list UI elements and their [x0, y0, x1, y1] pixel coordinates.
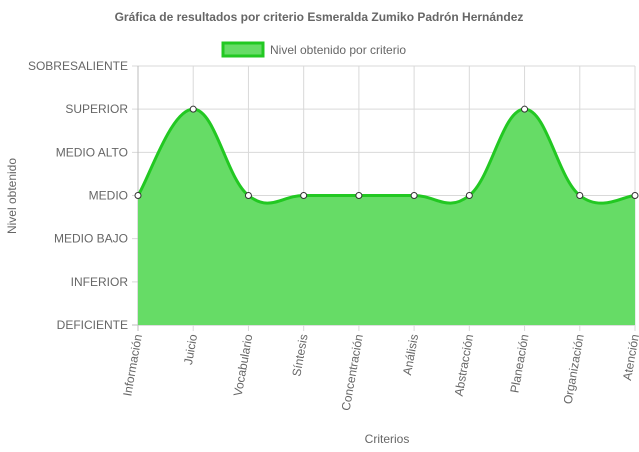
legend-label[interactable]: Nivel obtenido por criterio — [270, 43, 406, 57]
y-tick-label: SUPERIOR — [65, 102, 128, 116]
x-axis-title: Criterios — [365, 432, 410, 446]
y-axis-title: Nivel obtenido — [5, 158, 19, 234]
data-point-9[interactable] — [576, 192, 584, 199]
data-points — [134, 105, 639, 199]
x-tick-label: Concentración — [339, 333, 366, 412]
x-tick-label: Organización — [561, 333, 587, 405]
series-area-fill — [138, 109, 635, 326]
x-tick-label: Juicio — [181, 333, 200, 366]
y-axis-ticks: DEFICIENTE INFERIOR MEDIO BAJO MEDIO MEDIO A… — [28, 59, 128, 332]
data-point-3[interactable] — [244, 192, 252, 199]
x-tick-label: Vocabulario — [231, 333, 256, 398]
legend-swatch[interactable] — [221, 41, 265, 58]
x-tick-label: Síntesis — [289, 333, 310, 377]
data-point-2[interactable] — [189, 105, 197, 113]
legend[interactable]: Nivel obtenido por criterio — [221, 41, 406, 58]
y-tick-label: MEDIO ALTO — [56, 145, 128, 159]
series-area — [136, 107, 636, 326]
y-tick-label: DEFICIENTE — [57, 318, 128, 332]
data-point-4[interactable] — [300, 192, 308, 199]
data-point-7[interactable] — [465, 192, 473, 199]
x-tick-label: Atención — [620, 333, 639, 381]
x-tick-label: Planeación — [507, 333, 531, 394]
data-point-8[interactable] — [521, 105, 529, 113]
x-tick-label: Abstracción — [452, 333, 477, 397]
x-tick-label: Análisis — [400, 333, 421, 376]
data-point-1[interactable] — [134, 192, 142, 199]
chart-title: Gráfica de resultados por criterio Esmer… — [115, 10, 524, 24]
y-tick-label: SOBRESALIENTE — [28, 59, 128, 73]
y-tick-label: INFERIOR — [71, 275, 129, 289]
y-tick-label: MEDIO — [89, 189, 128, 203]
data-point-10[interactable] — [631, 192, 639, 199]
series-line — [136, 107, 636, 205]
y-tick-label: MEDIO BAJO — [54, 232, 128, 246]
data-point-6[interactable] — [410, 192, 418, 199]
data-point-5[interactable] — [355, 192, 363, 199]
x-axis-ticks: Información Juicio Vocabulario Síntesis Conc… — [120, 333, 639, 412]
x-tick-label: Información — [120, 333, 145, 397]
